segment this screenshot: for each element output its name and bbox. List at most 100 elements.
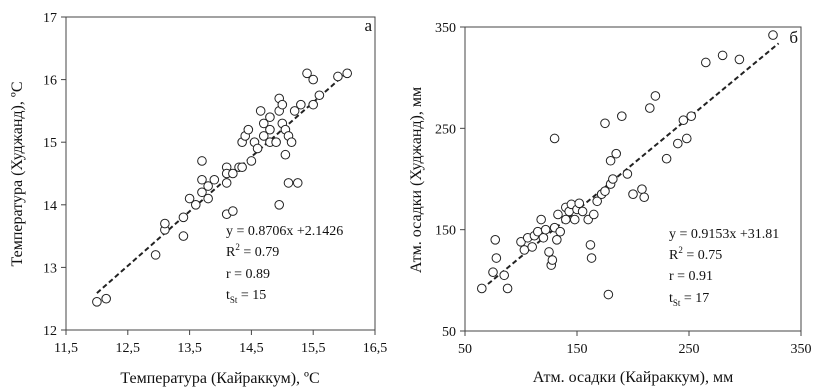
scatter-point xyxy=(246,156,257,166)
scatter-point xyxy=(569,214,580,225)
scatter-point xyxy=(283,178,294,188)
scatter-point xyxy=(178,212,189,223)
scatter-point xyxy=(237,162,247,173)
panel-letter: б xyxy=(789,28,798,47)
r-squared-sup: 2 xyxy=(678,245,683,255)
scatter-point xyxy=(277,99,288,110)
scatter-point xyxy=(603,289,614,300)
scatter-point xyxy=(639,192,650,203)
scatter-point xyxy=(228,168,238,179)
x-tick-label: 16,5 xyxy=(363,341,388,356)
y-tick-label: 15 xyxy=(43,136,57,151)
r-squared-value: = 0.79 xyxy=(240,245,279,260)
scatter-point xyxy=(197,156,207,166)
chart-panel-temperature: 11,5 12,5 13,5 14,5 15,5 16,5 12 13 14 15 16 17 a y… xyxy=(9,11,387,387)
scatter-point xyxy=(561,214,571,225)
scatter-point xyxy=(538,232,549,243)
scatter-point xyxy=(252,143,263,154)
student-t-prefix: t xyxy=(669,291,673,306)
scatter-point xyxy=(228,206,238,216)
scatter-point xyxy=(555,226,566,237)
y-axis-label: Температура (Худжанд), ºС xyxy=(9,81,26,266)
scatter-point xyxy=(547,255,558,265)
scatter-point xyxy=(184,193,195,204)
scatter-point xyxy=(265,112,275,122)
scatter-point xyxy=(585,240,596,250)
scatter-point xyxy=(645,103,655,113)
scatter-point xyxy=(600,186,610,196)
scatter-point xyxy=(502,283,513,294)
scatter-point xyxy=(586,253,597,263)
scatter-point xyxy=(650,91,661,101)
scatter-point xyxy=(333,71,343,82)
student-t: tSt = 15 xyxy=(226,288,266,305)
scatter-points xyxy=(92,68,352,307)
scatter-point xyxy=(203,193,213,204)
scatter-points xyxy=(477,30,778,300)
tick-labels: 11,5 12,5 13,5 14,5 15,5 16,5 12 13 14 15 16 17 xyxy=(43,11,387,356)
scatter-point xyxy=(265,124,275,135)
scatter-point xyxy=(286,137,297,147)
scatter-point xyxy=(209,174,220,185)
y-tick-label: 16 xyxy=(43,74,57,89)
student-t: tSt = 17 xyxy=(669,291,709,308)
x-tick-label: 350 xyxy=(791,342,812,357)
plot-frame xyxy=(464,26,802,332)
scatter-point xyxy=(92,297,102,307)
scatter-point xyxy=(608,174,618,184)
r-squared: R2 = 0.75 xyxy=(669,245,722,263)
x-tick-label: 15,5 xyxy=(301,341,326,356)
axis-ticks xyxy=(460,26,802,336)
scatter-point xyxy=(544,247,554,257)
x-tick-label: 13,5 xyxy=(177,341,202,356)
scatter-point xyxy=(314,90,325,101)
y-tick-label: 350 xyxy=(435,21,456,36)
panel-letter: a xyxy=(364,16,372,35)
scatter-point xyxy=(178,231,189,241)
student-t-value: = 17 xyxy=(680,291,709,306)
scatter-point xyxy=(488,267,498,278)
scatter-point xyxy=(734,54,745,65)
scatter-point xyxy=(552,235,562,245)
scatter-point xyxy=(491,253,502,263)
scatter-point xyxy=(549,133,560,144)
scatter-point xyxy=(302,68,312,79)
scatter-point xyxy=(628,189,638,199)
x-axis-label: Атм. осадки (Кайраккум), мм xyxy=(533,369,734,386)
scatter-point xyxy=(678,115,689,126)
y-tick-label: 12 xyxy=(43,324,57,339)
y-tick-label: 50 xyxy=(442,325,456,340)
scatter-point xyxy=(592,196,602,207)
scatter-point xyxy=(490,235,501,245)
r-squared-sup: 2 xyxy=(235,242,240,252)
scatter-point xyxy=(519,245,530,255)
scatter-point xyxy=(197,187,207,198)
scatter-point xyxy=(540,224,551,235)
scatter-point xyxy=(553,209,563,220)
x-tick-label: 14,5 xyxy=(239,341,264,356)
r-squared: R2 = 0.79 xyxy=(226,242,279,260)
student-t-sub: St xyxy=(673,298,681,308)
scatter-point xyxy=(296,99,306,110)
scatter-point xyxy=(258,118,269,129)
scatter-point xyxy=(150,250,161,260)
chart-panel-precipitation: 50 150 250 350 50 150 250 350 б y = 0.9153x +31… xyxy=(408,21,812,386)
x-tick-label: 150 xyxy=(567,342,588,357)
scatter-point xyxy=(243,124,254,135)
scatter-point xyxy=(577,206,588,217)
axis-ticks xyxy=(61,16,376,335)
scatter-point xyxy=(637,184,647,194)
x-axis-label: Температура (Кайраккум), ºС xyxy=(120,370,319,387)
scatter-point xyxy=(342,68,352,79)
scatter-point xyxy=(617,111,627,121)
scatter-point xyxy=(289,106,300,116)
scatter-point xyxy=(536,214,546,225)
scatter-point xyxy=(221,178,232,188)
scatter-point xyxy=(589,209,599,220)
scatter-point xyxy=(477,283,487,294)
r-squared-prefix: R xyxy=(226,245,236,260)
plot-frame xyxy=(65,16,376,331)
x-tick-label: 50 xyxy=(458,342,472,357)
tick-labels: 50 150 250 350 50 150 250 350 xyxy=(435,21,812,357)
